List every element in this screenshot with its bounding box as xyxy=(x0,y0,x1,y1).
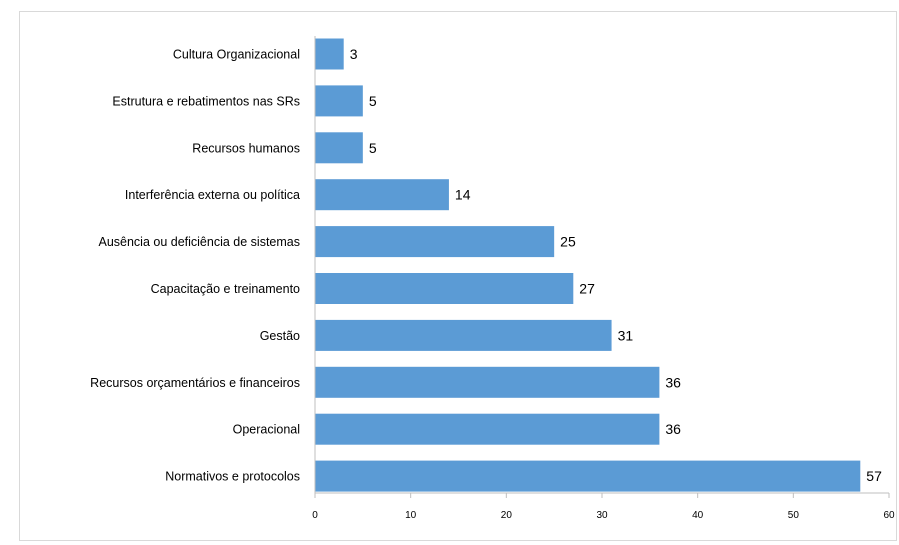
bars-layer xyxy=(315,38,861,492)
category-label: Estrutura e rebatimentos nas SRs xyxy=(112,94,300,108)
x-tick-label: 50 xyxy=(788,510,800,521)
category-label: Cultura Organizacional xyxy=(173,48,300,62)
category-label: Operacional xyxy=(233,423,300,437)
category-label: Normativos e protocolos xyxy=(165,470,300,484)
bar xyxy=(315,38,344,70)
data-label: 5 xyxy=(369,93,377,109)
x-tick-label: 20 xyxy=(501,510,513,521)
data-label: 31 xyxy=(618,327,634,343)
x-tick-label: 10 xyxy=(405,510,417,521)
data-label: 3 xyxy=(350,46,358,62)
x-tick-label: 60 xyxy=(883,510,895,521)
bar xyxy=(315,132,363,164)
x-tick-label: 0 xyxy=(312,510,318,521)
data-label: 57 xyxy=(866,468,882,484)
bar xyxy=(315,413,660,445)
bar xyxy=(315,319,612,351)
bar xyxy=(315,226,555,258)
category-label: Capacitação e treinamento xyxy=(151,282,300,296)
data-label: 25 xyxy=(560,234,576,250)
category-label: Recursos humanos xyxy=(192,141,300,155)
x-tick-label: 30 xyxy=(596,510,608,521)
axes: 0 10 20 30 40 50 60 xyxy=(312,36,895,521)
category-label: Interferência externa ou política xyxy=(125,188,300,202)
data-label: 36 xyxy=(665,421,681,437)
x-tick-label: 40 xyxy=(692,510,704,521)
bar xyxy=(315,460,861,492)
data-label: 36 xyxy=(665,374,681,390)
labels-layer: Cultura Organizacional 3 Estrutura e rebat… xyxy=(90,46,882,484)
bar xyxy=(315,85,363,117)
bar xyxy=(315,273,574,304)
category-label: Gestão xyxy=(260,329,300,343)
bar xyxy=(315,366,660,398)
bar xyxy=(315,179,449,211)
category-label: Recursos orçamentários e financeiros xyxy=(90,376,300,390)
category-label: Ausência ou deficiência de sistemas xyxy=(98,235,300,249)
data-label: 14 xyxy=(455,187,471,203)
data-label: 5 xyxy=(369,140,377,156)
data-label: 27 xyxy=(579,281,595,297)
